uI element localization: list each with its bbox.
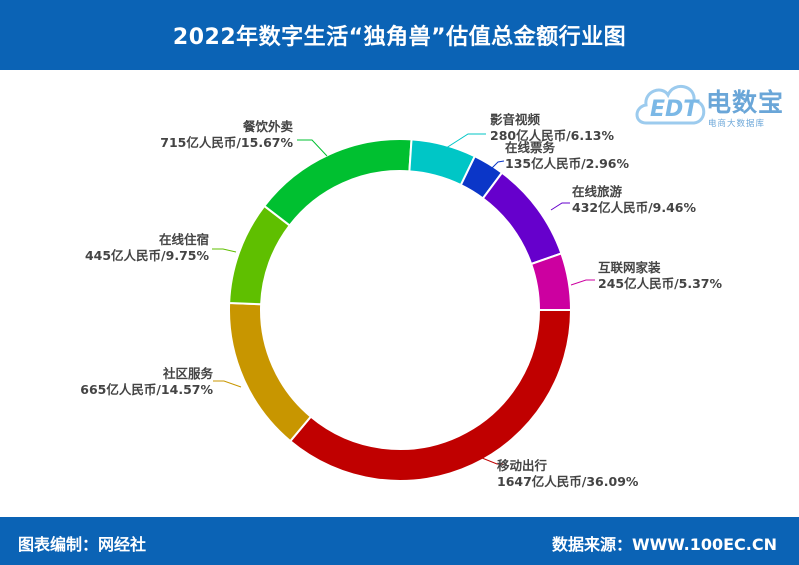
slice-value-label: 280亿人民币/6.13% <box>490 128 614 143</box>
slice-name-label: 在线住宿 <box>159 232 209 247</box>
footer-credit: 图表编制：网经社 <box>18 535 147 554</box>
slice-互联网家装 <box>529 252 573 311</box>
leader-line-在线旅游 <box>550 202 570 211</box>
chart-area: 移动出行 1647亿人民币/36.09% 社区服务 665亿人民币/14.57% 在线住… <box>0 70 799 517</box>
slice-name-label: 在线票务 <box>505 140 556 155</box>
slice-name-label: 影音视频 <box>490 112 541 127</box>
leader-line-在线住宿 <box>212 248 237 253</box>
page-title: 2022年数字生活“独角兽”估值总金额行业图 <box>172 25 627 50</box>
slice-name-label: 社区服务 <box>162 366 214 381</box>
logo-subtitle: 电商大数据库 <box>708 119 766 129</box>
footer-bar: 图表编制：网经社 数据来源：WWW.100EC.CN <box>0 517 799 565</box>
slice-name-label: 移动出行 <box>497 458 548 473</box>
logo: EDT 电数宝 电商大数据库 <box>632 73 792 143</box>
leader-line-影音视频 <box>442 133 486 151</box>
slice-value-label: 245亿人民币/5.37% <box>598 276 722 291</box>
slice-在线住宿 <box>228 204 292 306</box>
slice-value-label: 445亿人民币/9.75% <box>85 248 209 263</box>
leader-line-餐饮外卖 <box>297 139 328 157</box>
logo-name: 电数宝 <box>706 88 785 117</box>
leader-line-互联网家装 <box>570 279 595 286</box>
slice-name-label: 互联网家装 <box>598 260 661 275</box>
slice-餐饮外卖 <box>262 138 413 227</box>
slice-name-label: 餐饮外卖 <box>242 119 294 134</box>
logo-mark: EDT <box>650 97 699 122</box>
leader-line-移动出行 <box>451 445 503 465</box>
leader-line-社区服务 <box>213 380 242 388</box>
slice-value-label: 665亿人民币/14.57% <box>80 382 213 397</box>
slice-value-label: 135亿人民币/2.96% <box>505 156 629 171</box>
title-bar: 2022年数字生活“独角兽”估值总金额行业图 <box>0 0 799 70</box>
leader-line-在线票务 <box>487 160 505 173</box>
slice-社区服务 <box>228 301 313 443</box>
slice-name-label: 在线旅游 <box>572 184 623 199</box>
slice-value-label: 432亿人民币/9.46% <box>572 200 696 215</box>
cloud-logo-icon <box>635 85 706 125</box>
footer-source: 数据来源：WWW.100EC.CN <box>551 535 777 554</box>
slice-在线旅游 <box>481 171 563 266</box>
slice-value-label: 1647亿人民币/36.09% <box>497 474 639 489</box>
slice-value-label: 715亿人民币/15.67% <box>160 135 293 150</box>
slice-移动出行 <box>288 309 573 482</box>
